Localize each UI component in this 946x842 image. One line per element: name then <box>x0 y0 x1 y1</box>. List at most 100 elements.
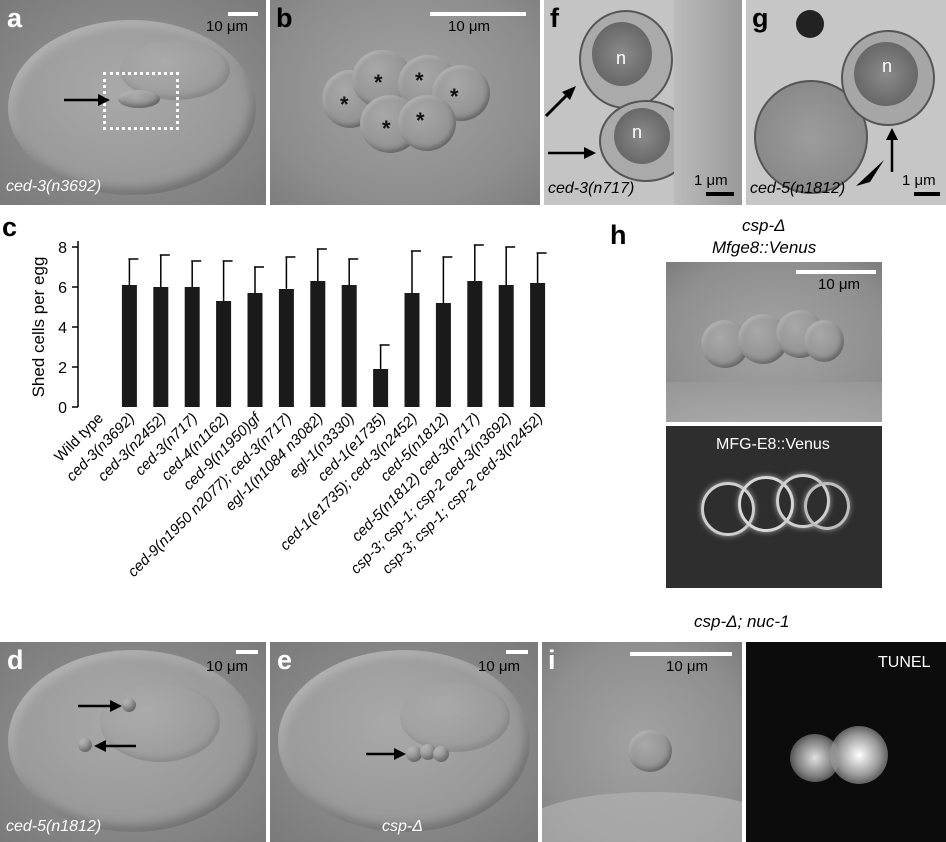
arrow-icon <box>548 147 596 159</box>
arrow-icon <box>64 94 110 106</box>
arrow-icon <box>544 86 576 118</box>
bar <box>341 285 357 407</box>
embryo-d-inner-lobe <box>100 682 220 762</box>
panel-i-title: csp-Δ; nuc-1 <box>694 612 790 631</box>
arrow-icon <box>78 700 122 712</box>
bar <box>247 293 263 407</box>
bar <box>121 285 137 407</box>
arrow-icon <box>886 128 898 172</box>
scale-text-f: 1 μm <box>694 172 728 189</box>
scale-bar-b <box>430 12 526 16</box>
panel-label-d: d <box>7 645 24 675</box>
asterisk: * <box>374 70 383 95</box>
scale-text-e: 10 μm <box>478 658 520 675</box>
shed-cells-a <box>118 90 160 108</box>
membrane-h-4 <box>804 482 850 530</box>
asterisk: * <box>450 84 459 109</box>
panel-a: a 10 μm ced-3(n3692) <box>0 0 266 205</box>
nucleus-g <box>854 42 918 106</box>
dark-vesicle <box>796 10 824 38</box>
embryo-e-inner-lobe <box>400 682 510 752</box>
scale-bar-d <box>236 650 258 654</box>
y-tick-label: 8 <box>58 240 67 257</box>
asterisk: * <box>415 68 424 93</box>
panel-label-g: g <box>752 3 769 33</box>
genotype-g: ced-5(n1812) <box>750 180 846 197</box>
nucleus-f-1 <box>592 22 652 86</box>
arrowhead-icon <box>856 160 884 186</box>
y-tick-label: 2 <box>58 360 67 377</box>
shed-cell-e-2 <box>420 744 436 760</box>
bar <box>467 281 483 407</box>
panel-label-a: a <box>7 3 23 33</box>
cell-i <box>628 730 672 772</box>
panel-label-e: e <box>277 645 293 675</box>
nucleus-label: n <box>882 56 893 76</box>
bar <box>310 281 326 407</box>
scale-bar-h <box>796 270 876 274</box>
nucleus-label: n <box>616 48 627 68</box>
bar <box>216 301 232 407</box>
bar <box>153 287 169 407</box>
nucleus-label: n <box>632 122 643 142</box>
tunel-signal-2 <box>830 726 888 784</box>
panel-i-tunel: TUNEL <box>746 642 946 842</box>
shed-cell-e-1 <box>406 746 422 762</box>
cell-b-6 <box>398 95 456 151</box>
bar <box>435 303 451 407</box>
panel-label-b: b <box>276 3 293 33</box>
cuticle <box>666 382 882 422</box>
panel-d: d 10 μm ced-5(n1812) <box>0 642 266 842</box>
scale-bar-e <box>506 650 528 654</box>
bar <box>373 369 389 407</box>
scale-bar-f <box>706 192 734 196</box>
panel-label-i: i <box>548 645 556 675</box>
shed-cell-d-1 <box>122 698 136 712</box>
panel-e: e 10 μm csp-Δ <box>270 642 538 842</box>
bar <box>184 287 200 407</box>
y-tick-label: 4 <box>58 320 67 337</box>
genotype-a: ced-3(n3692) <box>6 178 102 195</box>
y-tick-label: 0 <box>58 400 67 417</box>
panel-label-c: c <box>2 212 18 242</box>
genotype-f: ced-3(n717) <box>548 180 635 197</box>
genotype-d: ced-5(n1812) <box>6 818 102 835</box>
fluor-label-h: MFG-E8::Venus <box>716 436 830 453</box>
asterisk: * <box>340 92 349 117</box>
scale-text-g: 1 μm <box>902 172 936 189</box>
arrow-icon <box>366 748 406 760</box>
panel-b: * * * * * * b 10 μm <box>270 0 540 205</box>
scale-bar-i <box>630 652 732 656</box>
nucleus-f-2 <box>614 108 670 164</box>
panel-i-dic: 10 μm i <box>542 642 742 842</box>
bar <box>530 283 546 407</box>
bar <box>498 285 514 407</box>
bar <box>404 293 420 407</box>
panel-h-title-1: csp-Δ <box>742 216 786 235</box>
panel-h-fluor: MFG-E8::Venus <box>666 426 882 588</box>
panel-h-title-2: Mfge8::Venus <box>712 238 817 257</box>
genotype-e: csp-Δ <box>382 818 423 835</box>
scale-text-b: 10 μm <box>448 18 490 35</box>
cell-h-4 <box>804 320 844 362</box>
scale-text-d: 10 μm <box>206 658 248 675</box>
scale-text-h: 10 μm <box>818 276 860 293</box>
cell-f-neighbor <box>674 0 742 205</box>
panel-h-dic: 10 μm <box>666 262 882 422</box>
panel-g: n g ced-5(n1812) 1 μm <box>746 0 946 205</box>
panel-label-f: f <box>550 3 559 33</box>
panel-f: n n f ced-3(n717) 1 μm <box>544 0 742 205</box>
panel-label-h: h <box>610 220 627 250</box>
y-tick-label: 6 <box>58 280 67 297</box>
scale-text-a: 10 μm <box>206 18 248 35</box>
fluor-label-i: TUNEL <box>878 654 931 671</box>
scale-bar-a <box>228 12 258 16</box>
scale-bar-g <box>914 192 940 196</box>
arrow-icon <box>94 740 136 752</box>
y-axis-label: Shed cells per egg <box>29 257 48 398</box>
scale-text-i: 10 μm <box>666 658 708 675</box>
shed-cell-e-3 <box>433 746 449 762</box>
cuticle <box>542 792 742 842</box>
asterisk: * <box>416 108 425 133</box>
